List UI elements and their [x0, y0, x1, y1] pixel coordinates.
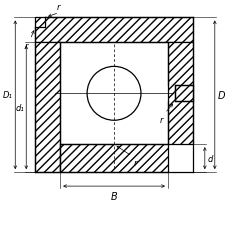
Bar	[60, 43, 167, 144]
Bar	[174, 86, 192, 102]
Bar	[60, 144, 167, 172]
Bar	[35, 18, 192, 43]
Bar	[167, 43, 192, 144]
Text: r: r	[159, 116, 162, 125]
Bar	[35, 43, 60, 172]
Text: r: r	[57, 3, 60, 11]
Text: r: r	[25, 42, 28, 51]
Text: B: B	[110, 191, 117, 201]
Text: d₁: d₁	[15, 103, 24, 112]
Text: r: r	[134, 158, 137, 167]
Text: d: d	[207, 154, 212, 163]
Circle shape	[87, 67, 140, 121]
Text: D: D	[217, 90, 224, 100]
Text: D₁: D₁	[2, 91, 12, 100]
